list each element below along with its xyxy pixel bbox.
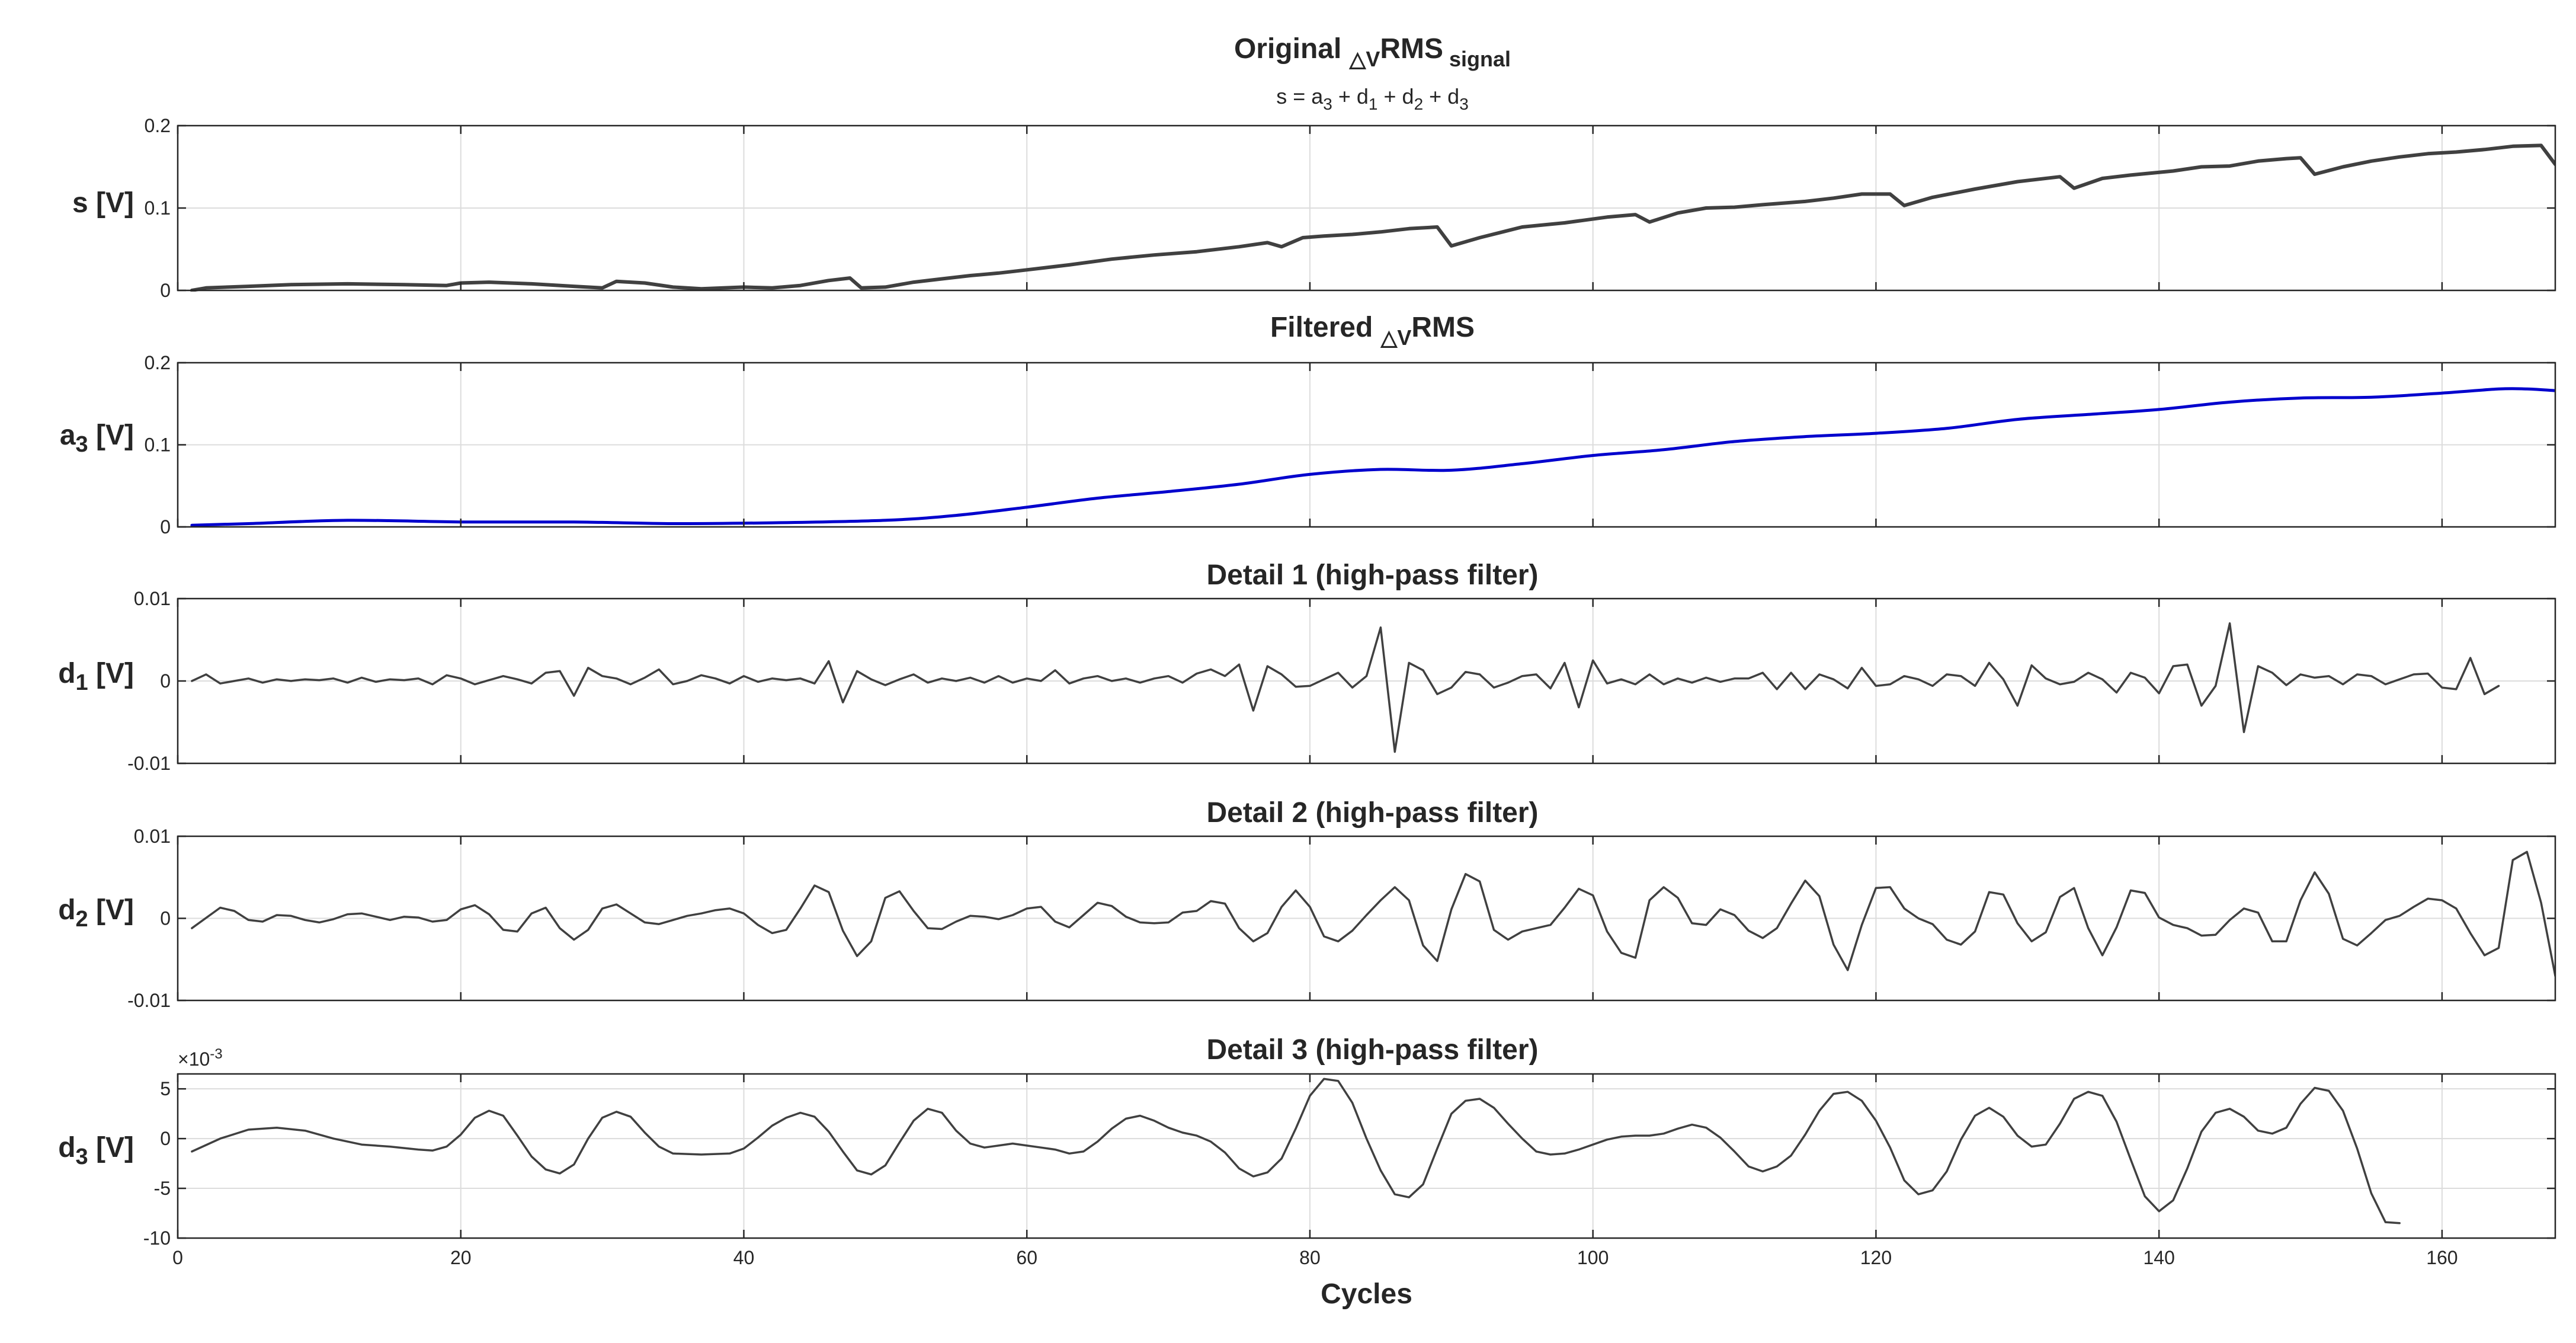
x-tick-label: 120 bbox=[1860, 1247, 1892, 1268]
text-part: RMS bbox=[1380, 33, 1443, 65]
script-part: 2 bbox=[1414, 95, 1424, 113]
text-part: d bbox=[58, 894, 75, 926]
text-part: Filtered bbox=[1270, 312, 1381, 343]
text-part: d bbox=[58, 658, 75, 689]
text-part: Original bbox=[1234, 33, 1350, 65]
subplot-s: 0 0.1 0.2 Original △VRMS signal s = a3 + d1 … bbox=[72, 33, 2556, 301]
subplot-title: Detail 1 (high-pass filter) bbox=[1206, 559, 1538, 591]
script-part: 3 bbox=[76, 432, 88, 457]
subplot-d3: -10 -5 0 5 Detail 3 (high-pass filter) d3 [V]… bbox=[58, 1034, 2556, 1310]
text-part: s = a bbox=[1276, 84, 1324, 108]
script-part: 3 bbox=[1323, 95, 1332, 113]
script-part: signal bbox=[1443, 47, 1511, 71]
series-line-d3 bbox=[191, 1077, 2401, 1224]
y-tick-label: -0.01 bbox=[127, 753, 171, 774]
text-part: Detail 1 (high-pass filter) bbox=[1206, 559, 1538, 591]
y-axis-label: d3 [V] bbox=[58, 1132, 134, 1169]
text-part: Detail 2 (high-pass filter) bbox=[1206, 797, 1538, 829]
y-axis-label: d1 [V] bbox=[58, 658, 134, 695]
x-tick-label: 140 bbox=[2143, 1247, 2174, 1268]
text-part: [V] bbox=[88, 894, 134, 926]
y-exponent-label: ×10-3 bbox=[178, 1046, 223, 1070]
subplot-title: Detail 2 (high-pass filter) bbox=[1206, 797, 1538, 829]
text-part: a bbox=[60, 420, 76, 451]
x-tick-label: 100 bbox=[1577, 1247, 1609, 1268]
x-axis-label: Cycles bbox=[1321, 1278, 1412, 1310]
script-part: 2 bbox=[76, 907, 88, 932]
text-part: [V] bbox=[88, 420, 134, 451]
subplot-d2: -0.01 0 0.01 Detail 2 (high-pass filter) d2 … bbox=[58, 797, 2556, 1011]
y-tick-label: 0 bbox=[160, 908, 171, 929]
script-part: -3 bbox=[210, 1046, 222, 1062]
text-part: d bbox=[58, 1132, 75, 1163]
series-line-d1 bbox=[191, 622, 2500, 753]
script-part: 3 bbox=[76, 1144, 88, 1169]
subplot-title: Detail 3 (high-pass filter) bbox=[1206, 1034, 1538, 1066]
text-part: RMS bbox=[1411, 312, 1475, 343]
subplot-d1: -0.01 0 0.01 Detail 1 (high-pass filter) d1 … bbox=[58, 559, 2556, 774]
text-part: + d bbox=[1423, 84, 1459, 108]
script-part: 3 bbox=[1459, 95, 1469, 113]
text-part: s [V] bbox=[72, 187, 134, 219]
series-line-a3 bbox=[190, 387, 2555, 527]
subplot-subtitle: s = a3 + d1 + d2 + d3 bbox=[1276, 84, 1469, 113]
y-tick-label: 0 bbox=[160, 1128, 171, 1149]
script-part: △V bbox=[1380, 325, 1412, 350]
text-part: ×10 bbox=[178, 1048, 210, 1070]
y-tick-label: 0.2 bbox=[145, 352, 171, 373]
x-tick-label: 0 bbox=[172, 1247, 183, 1268]
text-part: Detail 3 (high-pass filter) bbox=[1206, 1034, 1538, 1066]
text-part: [V] bbox=[88, 658, 134, 689]
text-part: + d bbox=[1378, 84, 1414, 108]
script-part: △V bbox=[1349, 47, 1380, 71]
y-axis-label: a3 [V] bbox=[60, 420, 134, 457]
y-tick-label: -10 bbox=[143, 1227, 171, 1249]
x-tick-label: 160 bbox=[2426, 1247, 2458, 1268]
subplot-a3: 0 0.1 0.2 Filtered △VRMS a3 [V] bbox=[60, 312, 2556, 538]
y-tick-label: 0.01 bbox=[134, 826, 171, 847]
subplot-title: Filtered △VRMS bbox=[1270, 312, 1475, 350]
y-tick-label: 0.2 bbox=[145, 115, 171, 136]
y-tick-label: 0 bbox=[160, 670, 171, 692]
y-tick-label: 5 bbox=[160, 1078, 171, 1099]
axes-frame bbox=[177, 1073, 2556, 1239]
subplot-title: Original △VRMS signal bbox=[1234, 33, 1511, 71]
series-line-d2 bbox=[191, 850, 2555, 977]
x-tick-label: 80 bbox=[1299, 1247, 1321, 1268]
x-tick-label: 60 bbox=[1016, 1247, 1037, 1268]
text-part: [V] bbox=[88, 1132, 134, 1163]
y-axis-label: s [V] bbox=[72, 187, 134, 219]
y-tick-label: 0.01 bbox=[134, 588, 171, 609]
text-part: + d bbox=[1332, 84, 1369, 108]
y-tick-label: 0.1 bbox=[145, 434, 171, 456]
x-tick-label: 40 bbox=[733, 1247, 755, 1268]
series-line-s bbox=[190, 143, 2555, 292]
script-part: 1 bbox=[76, 670, 88, 695]
y-tick-label: -5 bbox=[154, 1178, 171, 1199]
y-axis-label: d2 [V] bbox=[58, 894, 134, 932]
y-tick-label: 0.1 bbox=[145, 197, 171, 219]
y-tick-label: -0.01 bbox=[127, 990, 171, 1011]
y-tick-label: 0 bbox=[160, 280, 171, 301]
x-tick-label: 20 bbox=[450, 1247, 472, 1268]
y-tick-label: 0 bbox=[160, 516, 171, 538]
script-part: 1 bbox=[1369, 95, 1378, 113]
